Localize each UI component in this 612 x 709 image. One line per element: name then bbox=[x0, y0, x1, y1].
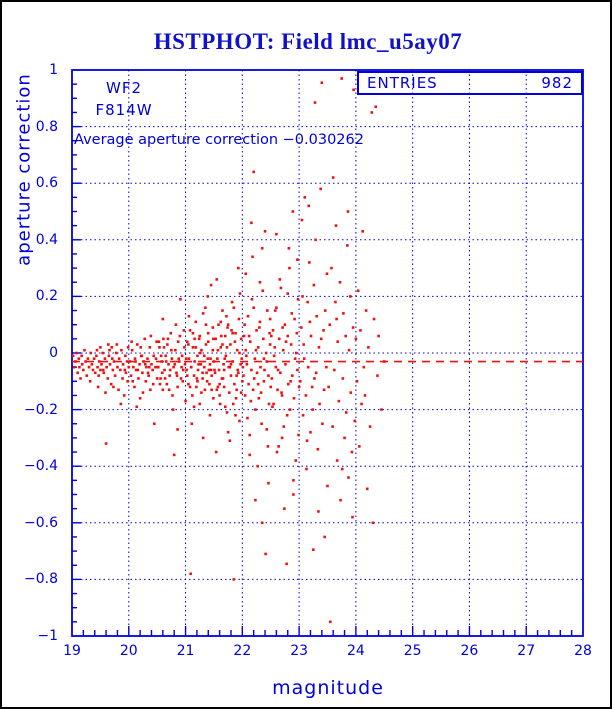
y-tick-label: 1 bbox=[49, 62, 58, 78]
x-tick-label: 25 bbox=[403, 643, 422, 659]
x-axis-label: magnitude bbox=[272, 677, 384, 699]
y-tick-label: −0.8 bbox=[24, 571, 58, 588]
y-tick-label: 0.6 bbox=[35, 175, 58, 192]
stats-box: ENTRIES 982 bbox=[357, 71, 583, 95]
page-title: HSTPHOT: Field lmc_u5ay07 bbox=[153, 29, 463, 54]
average-correction-annotation: Average aperture correction −0.030262 bbox=[74, 132, 364, 148]
stats-box-label: ENTRIES bbox=[367, 74, 438, 92]
y-tick-label: −0.6 bbox=[24, 514, 58, 531]
axis-ticks bbox=[72, 83, 573, 636]
x-tick-label: 26 bbox=[460, 643, 479, 659]
y-tick-label: 0.8 bbox=[35, 118, 58, 135]
x-tick-label: 19 bbox=[63, 643, 81, 659]
x-tick-label: 21 bbox=[176, 643, 195, 659]
y-tick-label: 0 bbox=[49, 345, 58, 361]
y-tick-label: −1 bbox=[37, 628, 58, 644]
filter-label: F814W bbox=[95, 101, 153, 119]
x-tick-label: 22 bbox=[233, 643, 252, 659]
gridlines bbox=[72, 70, 583, 636]
x-tick-label: 28 bbox=[574, 643, 592, 659]
y-tick-label: 0.2 bbox=[35, 288, 58, 305]
scatter-points bbox=[71, 77, 386, 624]
x-tick-label: 23 bbox=[290, 643, 309, 659]
stats-box-value: 982 bbox=[541, 74, 573, 92]
detector-label: WF2 bbox=[105, 79, 142, 97]
y-tick-label: −0.2 bbox=[24, 401, 58, 418]
y-tick-label: −0.4 bbox=[24, 458, 58, 475]
plot-frame bbox=[71, 69, 584, 637]
y-tick-label: 0.4 bbox=[35, 231, 58, 248]
x-tick-label: 24 bbox=[346, 643, 365, 659]
x-tick-label: 20 bbox=[119, 643, 138, 659]
x-tick-label: 27 bbox=[517, 643, 536, 659]
